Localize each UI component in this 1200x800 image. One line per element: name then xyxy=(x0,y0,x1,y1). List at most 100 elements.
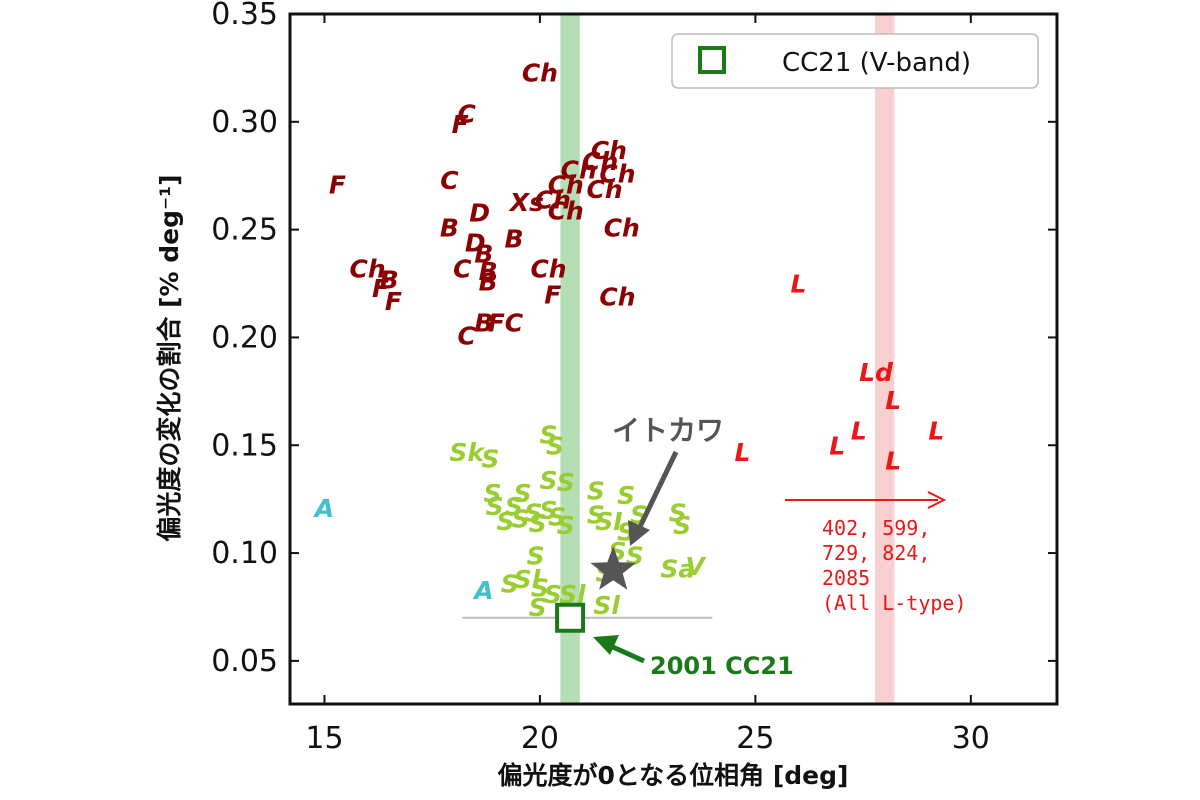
data-point-c_complex: Ch xyxy=(530,255,566,284)
data-point-c_complex: D xyxy=(469,199,490,228)
legend-box xyxy=(671,33,1039,89)
data-point-s_complex: S xyxy=(496,507,514,536)
data-point-s_complex: S xyxy=(587,477,605,506)
data-point-c_complex: C xyxy=(440,166,459,195)
data-point-l_type: L xyxy=(790,270,806,299)
data-point-s_complex: S xyxy=(505,492,523,521)
cc21-arrow-head xyxy=(593,635,619,655)
data-point-s_complex: Sk xyxy=(449,438,485,467)
itokawa-arrow-shaft xyxy=(635,450,679,533)
data-point-s_complex: S xyxy=(557,511,575,540)
data-point-c_complex: F xyxy=(329,171,346,200)
data-point-s_complex: S xyxy=(548,503,566,532)
data-point-c_complex: C xyxy=(457,99,476,128)
y-tick-label: 0.35 xyxy=(211,0,278,32)
itokawa-star-marker xyxy=(590,546,636,590)
legend: CC21 (V-band) xyxy=(671,33,1039,89)
y-tick-label: 0.15 xyxy=(211,428,278,463)
data-point-c_complex: B xyxy=(505,224,524,253)
offscale-note-line: (All L-type) xyxy=(822,591,967,615)
legend-label: CC21 (V-band) xyxy=(782,48,971,78)
highlight-band xyxy=(874,14,895,704)
data-point-c_complex: B xyxy=(479,268,498,297)
x-tick-label: 25 xyxy=(736,721,774,756)
x-tick-label: 15 xyxy=(305,721,343,756)
data-point-s_complex: Sl xyxy=(593,591,620,620)
y-tick-label: 0.05 xyxy=(211,644,278,679)
offscale-note-line: 729, 824, xyxy=(822,541,930,565)
data-point-s_complex: SI xyxy=(595,507,622,536)
data-point-s_complex: S xyxy=(540,466,558,495)
data-point-c_complex: F xyxy=(385,287,402,316)
data-point-c_complex: D xyxy=(465,229,486,258)
data-point-c_complex: FC xyxy=(488,309,524,338)
data-point-c_complex: Ch xyxy=(591,136,627,165)
data-point-s_complex: S xyxy=(529,509,547,538)
axis-ticks xyxy=(290,13,1057,704)
data-point-c_complex: Ch xyxy=(561,155,597,184)
data-point-s_complex: S xyxy=(544,580,562,609)
data-point-c_complex: Ch xyxy=(548,196,584,225)
y-tick-label: 0.25 xyxy=(211,213,278,248)
data-point-c_complex: B xyxy=(474,240,493,269)
cc21-label: 2001 CC21 xyxy=(650,652,794,680)
data-point-s_complex: S xyxy=(531,574,549,603)
data-point-s_complex: S xyxy=(557,468,575,497)
x-tick-label: 30 xyxy=(952,721,990,756)
data-point-s_complex: S xyxy=(673,511,691,540)
data-point-s_complex: S xyxy=(481,444,499,473)
data-point-s_complex: S xyxy=(524,498,542,527)
data-point-s_complex: S xyxy=(587,500,605,529)
legend-square-marker xyxy=(698,46,726,74)
data-point-c_complex: B xyxy=(479,257,498,286)
x-axis-label: 偏光度が0となる位相角 [deg] xyxy=(498,761,849,790)
cc21-marker xyxy=(555,602,586,633)
data-point-c_complex: Ch xyxy=(349,255,385,284)
data-point-s_complex: S xyxy=(540,496,558,525)
data-point-c_complex: C xyxy=(453,255,472,284)
data-point-c_complex: Ch xyxy=(586,175,622,204)
data-point-l_type: L xyxy=(829,431,845,460)
data-point-c_complex: B xyxy=(380,265,399,294)
data-point-s_complex: V xyxy=(685,552,706,581)
offscale-arrow-head xyxy=(927,491,947,509)
data-point-s_complex: S xyxy=(527,541,545,570)
data-point-c_complex: Ch xyxy=(599,160,635,189)
offscale-note: 402, 599, 729, 824, 2085 (All L-type) xyxy=(822,516,967,615)
y-axis-label: 偏光度の変化の割合 [% deg⁻¹] xyxy=(155,174,184,541)
data-point-s_complex: S xyxy=(669,498,687,527)
data-point-c_complex: Ch xyxy=(604,214,640,243)
x-tick-label: 20 xyxy=(521,721,559,756)
data-point-s_complex: S xyxy=(514,479,532,508)
data-point-c_complex: Ch xyxy=(522,58,558,87)
data-point-l_type: L xyxy=(734,438,750,467)
data-point-s_complex: S xyxy=(484,479,502,508)
data-point-c_complex: B xyxy=(440,214,459,243)
data-point-c_complex: Ch xyxy=(535,186,571,215)
data-point-c_complex: Ch xyxy=(599,283,635,312)
y-tick-label: 0.10 xyxy=(211,536,278,571)
data-point-c_complex: Ch xyxy=(548,171,584,200)
data-point-l_type: L xyxy=(885,447,901,476)
data-point-s_complex: Sl xyxy=(514,565,541,594)
data-point-s_complex: S xyxy=(617,481,635,510)
data-point-c_complex: F xyxy=(452,110,469,139)
data-point-c_complex: Xs xyxy=(508,188,544,217)
data-point-s_complex: S xyxy=(486,492,504,521)
data-point-s_complex: S xyxy=(501,569,519,598)
data-point-s_complex: S xyxy=(546,431,564,460)
special-markers xyxy=(555,546,636,633)
data-point-c_complex: B xyxy=(474,309,493,338)
data-point-s_complex: S xyxy=(540,421,558,450)
data-point-l_type: Ld xyxy=(859,358,894,387)
data-point-a_type: A xyxy=(313,494,334,523)
data-point-s_complex: S xyxy=(529,593,547,622)
data-point-c_complex: F xyxy=(372,274,389,303)
plot-frame xyxy=(288,12,1059,706)
data-point-c_complex: C xyxy=(457,321,476,350)
data-point-a_type: A xyxy=(472,576,493,605)
offscale-note-line: 2085 xyxy=(822,566,870,590)
y-tick-label: 0.20 xyxy=(211,320,278,355)
data-point-s_complex: S xyxy=(512,505,530,534)
